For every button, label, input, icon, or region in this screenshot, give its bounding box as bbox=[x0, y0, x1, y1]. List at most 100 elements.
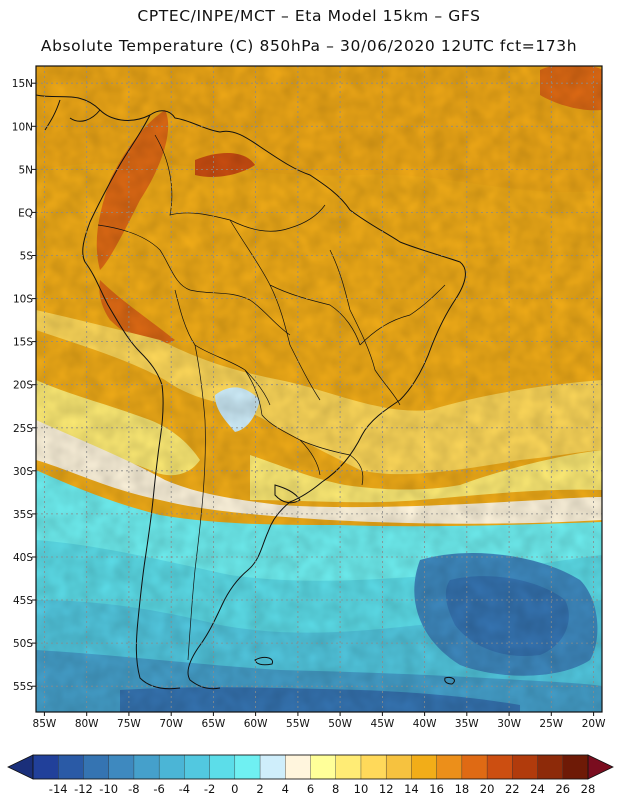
colorbar-swatch bbox=[385, 754, 412, 780]
colorbar: -14 -12 -10 -8 -6 -4 -2 0 2 4 6 8 10 12 14 16 18 20 22 24 26… bbox=[7, 754, 614, 796]
colorbar-swatch bbox=[335, 754, 362, 780]
border-paraguay bbox=[244, 369, 321, 476]
tick-label-lat: EQ bbox=[18, 207, 33, 219]
tick-label-lat: 20S bbox=[13, 380, 33, 392]
colorbar-swatch bbox=[285, 754, 311, 780]
colorbar-label: -2 bbox=[204, 782, 215, 796]
colorbar-swatch bbox=[184, 754, 211, 780]
tick-label-lon: 40W bbox=[413, 718, 437, 730]
tick-label-lon: 50W bbox=[328, 718, 352, 730]
colorbar-label: -10 bbox=[99, 782, 118, 796]
colorbar-label: 24 bbox=[530, 782, 545, 796]
colorbar-label: 10 bbox=[354, 782, 369, 796]
colorbar-swatch bbox=[234, 754, 261, 780]
coast-central-america bbox=[44, 99, 101, 131]
colorbar-swatch bbox=[158, 754, 185, 780]
colorbar-label: -12 bbox=[74, 782, 93, 796]
colorbar-label: -4 bbox=[179, 782, 190, 796]
colorbar-swatch bbox=[259, 754, 286, 780]
tick-label-lon: 55W bbox=[286, 718, 310, 730]
colorbar-swatch bbox=[562, 754, 589, 780]
map-title-line1: CPTEC/INPE/MCT – Eta Model 15km – GFS bbox=[137, 7, 481, 25]
tick-label-lat: 50S bbox=[13, 638, 33, 650]
colorbar-min-arrow bbox=[7, 754, 34, 780]
border-bolivia bbox=[174, 289, 271, 406]
colorbar-swatch bbox=[486, 754, 513, 780]
map-frame bbox=[35, 65, 603, 713]
tick-label-lon: 45W bbox=[371, 718, 395, 730]
border-brazil-states2 bbox=[329, 249, 401, 406]
tick-label-lat: 55S bbox=[13, 681, 33, 693]
lat-lon-gridlines bbox=[36, 66, 602, 712]
south-georgia bbox=[444, 677, 455, 685]
colorbar-swatch bbox=[108, 754, 135, 780]
colorbar-swatch bbox=[461, 754, 488, 780]
tick-label-lat: 45S bbox=[13, 595, 33, 607]
tick-label-lon: 65W bbox=[202, 718, 226, 730]
colorbar-swatch bbox=[436, 754, 463, 780]
tick-label-lon: 20W bbox=[582, 718, 606, 730]
colorbar-label: -14 bbox=[49, 782, 68, 796]
colorbar-swatch bbox=[58, 754, 84, 780]
tick-label-lat: 15S bbox=[13, 337, 33, 349]
colorbar-swatch bbox=[360, 754, 387, 780]
border-brazil-states bbox=[229, 219, 361, 346]
tick-label-lat: 25S bbox=[13, 423, 33, 435]
tick-label-lat: 10N bbox=[12, 121, 33, 133]
tick-label-lat: 35S bbox=[13, 509, 33, 521]
colorbar-label: 8 bbox=[332, 782, 339, 796]
falklands bbox=[254, 656, 274, 666]
colorbar-swatch bbox=[133, 754, 160, 780]
tick-label-lat: 10S bbox=[13, 294, 33, 306]
axis-ticks: 85W 80W 75W 70W 65W 60W 55W 50W 45W 40W 35W 30W 25W 2… bbox=[12, 78, 606, 730]
colorbar-label: 26 bbox=[555, 782, 570, 796]
border-uruguay bbox=[299, 439, 364, 486]
colorbar-frame bbox=[32, 754, 589, 780]
tick-label-lon: 35W bbox=[455, 718, 479, 730]
tick-label-lon: 85W bbox=[33, 718, 57, 730]
colorbar-max-arrow bbox=[587, 754, 614, 780]
colorbar-swatch bbox=[537, 754, 564, 780]
border-peru-brazil bbox=[97, 224, 291, 336]
colorbar-swatch bbox=[83, 754, 110, 780]
tick-label-lat: 40S bbox=[13, 552, 33, 564]
colorbar-label: 12 bbox=[379, 782, 394, 796]
colorbar-label: 28 bbox=[581, 782, 596, 796]
colorbar-swatch bbox=[32, 754, 59, 780]
tick-label-lon: 75W bbox=[117, 718, 141, 730]
political-borders bbox=[97, 134, 446, 661]
colorbar-swatch bbox=[512, 754, 539, 780]
tick-label-lon: 70W bbox=[159, 718, 183, 730]
coast-east bbox=[36, 94, 466, 690]
colorbar-label: 20 bbox=[480, 782, 495, 796]
temperature-field bbox=[36, 66, 602, 712]
colorbar-label: -8 bbox=[128, 782, 139, 796]
tick-label-lat: 15N bbox=[12, 78, 33, 90]
colorbar-label: 0 bbox=[231, 782, 238, 796]
tick-label-lon: 80W bbox=[75, 718, 99, 730]
colorbar-label: 22 bbox=[505, 782, 520, 796]
colorbar-label: 14 bbox=[404, 782, 419, 796]
border-brazil-states4 bbox=[359, 284, 446, 346]
colorbar-label: -6 bbox=[153, 782, 164, 796]
field-texture bbox=[36, 66, 602, 712]
colorbar-swatch bbox=[209, 754, 236, 780]
border-chile-argentina bbox=[187, 344, 206, 661]
tick-label-lat: 30S bbox=[13, 466, 33, 478]
tick-label-lat: 5S bbox=[20, 251, 34, 263]
colorbar-label: 4 bbox=[282, 782, 289, 796]
colorbar-label: 16 bbox=[429, 782, 444, 796]
tick-label-lat: 5N bbox=[18, 164, 33, 176]
map-title-line2: Absolute Temperature (C) 850hPa – 30/06/… bbox=[40, 37, 578, 55]
colorbar-label: 6 bbox=[307, 782, 314, 796]
tick-label-lon: 25W bbox=[539, 718, 563, 730]
colorbar-label: 2 bbox=[256, 782, 263, 796]
tick-label-lon: 30W bbox=[497, 718, 521, 730]
rio-de-la-plata bbox=[274, 484, 301, 504]
tick-label-lon: 60W bbox=[244, 718, 268, 730]
colorbar-label: 18 bbox=[455, 782, 470, 796]
border-brazil-states3 bbox=[269, 284, 321, 401]
colorbar-swatch bbox=[411, 754, 438, 780]
colorbar-swatch bbox=[310, 754, 337, 780]
